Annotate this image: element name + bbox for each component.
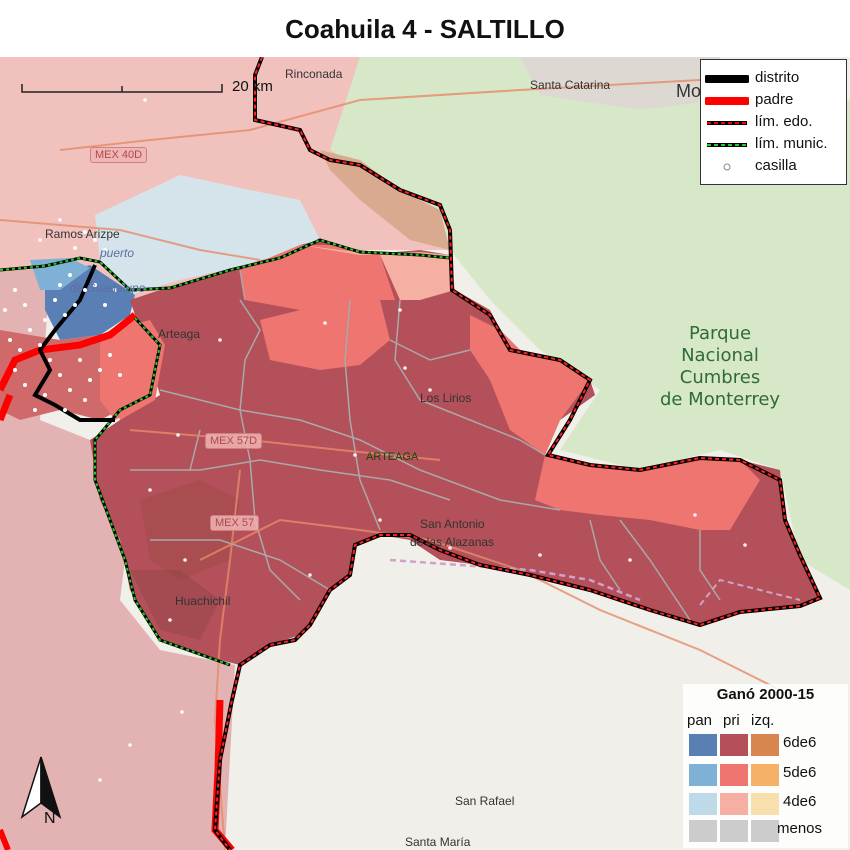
legend-label: lím. edo. [755, 113, 813, 130]
vote-legend: Ganó 2000-15 pan pri izq. 6de6 5de6 4de6… [683, 684, 848, 848]
label-los-lirios: Los Lirios [420, 391, 472, 405]
vote-legend-cell [720, 820, 748, 842]
label-monterrey: Mo [676, 81, 702, 101]
legend-item-distrito: distrito [701, 68, 848, 90]
map-canvas [0, 57, 850, 850]
vote-legend-cell [689, 793, 717, 815]
vote-legend-cell [751, 793, 779, 815]
legend-swatch-lim-edo [707, 121, 747, 125]
vote-legend-col-pan: pan [687, 712, 713, 729]
legend-swatch-casilla [723, 163, 731, 171]
vote-legend-col-izq: izq. [751, 712, 775, 729]
legend-item-lim-edo: lím. edo. [701, 112, 848, 134]
vote-legend-row-5de6: 5de6 [783, 764, 817, 781]
vote-legend-cell [720, 734, 748, 756]
vote-legend-cell [689, 734, 717, 756]
vote-legend-cell [720, 793, 748, 815]
boundary-legend: distrito padre lím. edo. lím. munic. cas… [700, 59, 847, 185]
legend-swatch-lim-munic [707, 143, 747, 147]
label-de-las-alazanas: de las Alazanas [410, 535, 495, 549]
label-san-antonio: San Antonio [420, 517, 485, 531]
legend-swatch-padre [705, 97, 749, 105]
label-santa-catarina: Santa Catarina [530, 78, 611, 92]
north-arrow-icon [20, 756, 62, 819]
park-line-1: Parque [688, 323, 752, 344]
label-santa-maria: Santa María [405, 835, 471, 849]
label-san-rafael: San Rafael [455, 794, 515, 808]
legend-item-casilla: casilla [701, 156, 848, 178]
legend-label: lím. munic. [755, 135, 828, 152]
legend-label: distrito [755, 69, 800, 86]
vote-legend-title: Ganó 2000-15 [716, 686, 815, 703]
park-line-4: de Monterrey [659, 389, 781, 410]
road-mex57d: MEX 57D [205, 433, 263, 449]
legend-label: casilla [755, 157, 797, 174]
vote-legend-cell [751, 734, 779, 756]
legend-item-lim-munic: lím. munic. [701, 134, 848, 156]
vote-legend-row-4de6: 4de6 [783, 793, 817, 810]
label-de-guadalupe: de Guadalupe [70, 281, 146, 295]
legend-swatch-distrito [705, 75, 749, 83]
vote-legend-cell [720, 764, 748, 786]
label-ramos-arizpe: Ramos Arizpe [45, 227, 120, 241]
north-label: N [44, 810, 56, 827]
label-arteaga-town: Arteaga [158, 327, 201, 341]
park-label: Parque Nacional Cumbres de Monterrey [640, 323, 800, 411]
vote-legend-cell [751, 820, 779, 842]
vote-legend-col-pri: pri [723, 712, 740, 729]
label-rinconada: Rinconada [285, 67, 343, 81]
vote-legend-row-6de6: 6de6 [783, 734, 817, 751]
label-puerto: puerto [100, 246, 135, 260]
scale-label: 20 km [232, 78, 273, 95]
municipality-label: ARTEAGA [366, 451, 419, 463]
vote-legend-cell [689, 764, 717, 786]
vote-legend-cell [689, 820, 717, 842]
map-title: Coahuila 4 - SALTILLO [285, 14, 565, 44]
legend-label: padre [755, 91, 794, 108]
vote-legend-cell [751, 764, 779, 786]
road-mex40d: MEX 40D [90, 147, 148, 163]
label-huachichil: Huachichil [175, 594, 231, 608]
road-mex57: MEX 57 [210, 515, 260, 531]
park-line-2: Nacional [681, 345, 759, 366]
map-area[interactable]: Rinconada Santa Catarina Mo MEX 40D Ramo… [0, 57, 850, 850]
park-line-3: Cumbres [679, 367, 761, 388]
legend-item-padre: padre [701, 90, 848, 112]
vote-legend-row-menos: menos [777, 820, 823, 837]
